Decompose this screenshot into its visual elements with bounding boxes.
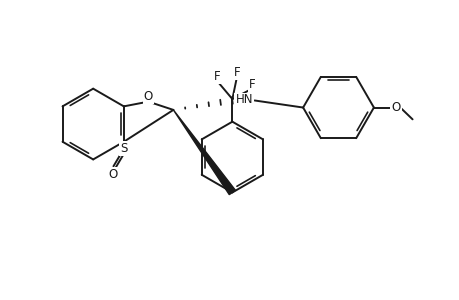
Text: S: S: [120, 142, 127, 155]
Text: O: O: [109, 168, 118, 181]
Text: O: O: [143, 90, 153, 104]
Polygon shape: [173, 110, 235, 195]
Text: F: F: [233, 66, 240, 79]
Text: F: F: [248, 78, 255, 91]
Text: F: F: [213, 70, 220, 83]
Text: O: O: [391, 101, 400, 114]
Text: HN: HN: [235, 94, 252, 106]
